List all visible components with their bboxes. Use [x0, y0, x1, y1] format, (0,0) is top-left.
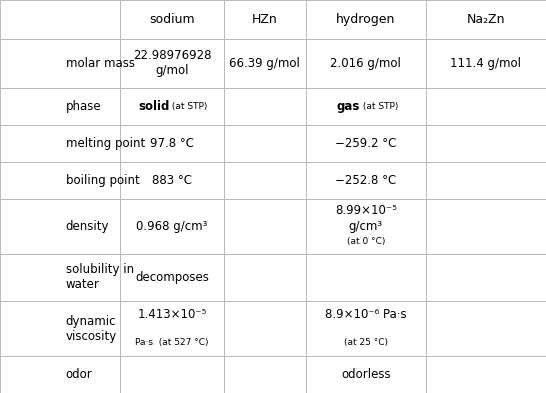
Bar	[224, 39, 306, 88]
Bar	[306, 162, 426, 198]
Text: HZn: HZn	[252, 13, 278, 26]
Text: 0.968 g/cm³: 0.968 g/cm³	[136, 220, 207, 233]
Text: 2.016 g/mol: 2.016 g/mol	[330, 57, 401, 70]
Bar	[120, 162, 224, 198]
Bar	[224, 88, 306, 125]
Bar	[120, 0, 224, 39]
Text: (at STP): (at STP)	[169, 102, 207, 111]
Text: Pa·s  (at 527 °C): Pa·s (at 527 °C)	[135, 338, 209, 347]
Bar	[306, 0, 426, 39]
Text: 22.98976928
g/mol: 22.98976928 g/mol	[133, 50, 211, 77]
Text: (at 25 °C): (at 25 °C)	[344, 338, 388, 347]
Text: −252.8 °C: −252.8 °C	[335, 174, 396, 187]
Text: (at STP): (at STP)	[360, 102, 399, 111]
Text: 8.99×10⁻⁵: 8.99×10⁻⁵	[335, 204, 397, 217]
Bar	[120, 254, 224, 301]
Bar	[224, 254, 306, 301]
Text: 97.8 °C: 97.8 °C	[150, 137, 194, 150]
Bar	[426, 0, 546, 39]
Bar	[0, 162, 120, 198]
Bar	[120, 125, 224, 162]
Bar	[306, 125, 426, 162]
Bar	[306, 198, 426, 254]
Bar	[306, 301, 426, 356]
Text: density: density	[66, 220, 109, 233]
Bar	[224, 162, 306, 198]
Bar	[306, 88, 426, 125]
Text: gas: gas	[337, 100, 360, 113]
Bar	[224, 198, 306, 254]
Text: hydrogen: hydrogen	[336, 13, 395, 26]
Bar	[426, 356, 546, 393]
Text: molar mass: molar mass	[66, 57, 134, 70]
Text: odorless: odorless	[341, 368, 390, 381]
Bar	[0, 88, 120, 125]
Bar	[224, 356, 306, 393]
Bar	[426, 162, 546, 198]
Bar	[120, 198, 224, 254]
Bar	[0, 39, 120, 88]
Text: melting point: melting point	[66, 137, 145, 150]
Bar	[426, 301, 546, 356]
Bar	[120, 356, 224, 393]
Bar	[224, 125, 306, 162]
Bar	[120, 301, 224, 356]
Bar	[0, 254, 120, 301]
Text: phase: phase	[66, 100, 101, 113]
Text: sodium: sodium	[149, 13, 195, 26]
Bar	[120, 88, 224, 125]
Bar	[426, 39, 546, 88]
Text: odor: odor	[66, 368, 92, 381]
Bar	[0, 0, 120, 39]
Text: −259.2 °C: −259.2 °C	[335, 137, 396, 150]
Text: 8.9×10⁻⁶ Pa·s: 8.9×10⁻⁶ Pa·s	[325, 308, 407, 321]
Text: (at 0 °C): (at 0 °C)	[347, 237, 385, 246]
Text: 111.4 g/mol: 111.4 g/mol	[450, 57, 521, 70]
Bar	[306, 39, 426, 88]
Text: g/cm³: g/cm³	[349, 220, 383, 233]
Bar	[426, 88, 546, 125]
Text: solubility in
water: solubility in water	[66, 263, 134, 291]
Bar	[224, 301, 306, 356]
Text: solid: solid	[138, 100, 169, 113]
Bar	[426, 125, 546, 162]
Bar	[426, 254, 546, 301]
Text: decomposes: decomposes	[135, 271, 209, 284]
Text: 66.39 g/mol: 66.39 g/mol	[229, 57, 300, 70]
Bar	[0, 301, 120, 356]
Bar	[0, 198, 120, 254]
Text: boiling point: boiling point	[66, 174, 139, 187]
Bar	[0, 125, 120, 162]
Bar	[306, 254, 426, 301]
Bar	[120, 39, 224, 88]
Text: dynamic
viscosity: dynamic viscosity	[66, 314, 117, 343]
Bar	[0, 356, 120, 393]
Bar	[426, 198, 546, 254]
Text: Na₂Zn: Na₂Zn	[467, 13, 505, 26]
Text: 1.413×10⁻⁵: 1.413×10⁻⁵	[137, 308, 207, 321]
Text: 883 °C: 883 °C	[152, 174, 192, 187]
Bar	[224, 0, 306, 39]
Bar	[306, 356, 426, 393]
